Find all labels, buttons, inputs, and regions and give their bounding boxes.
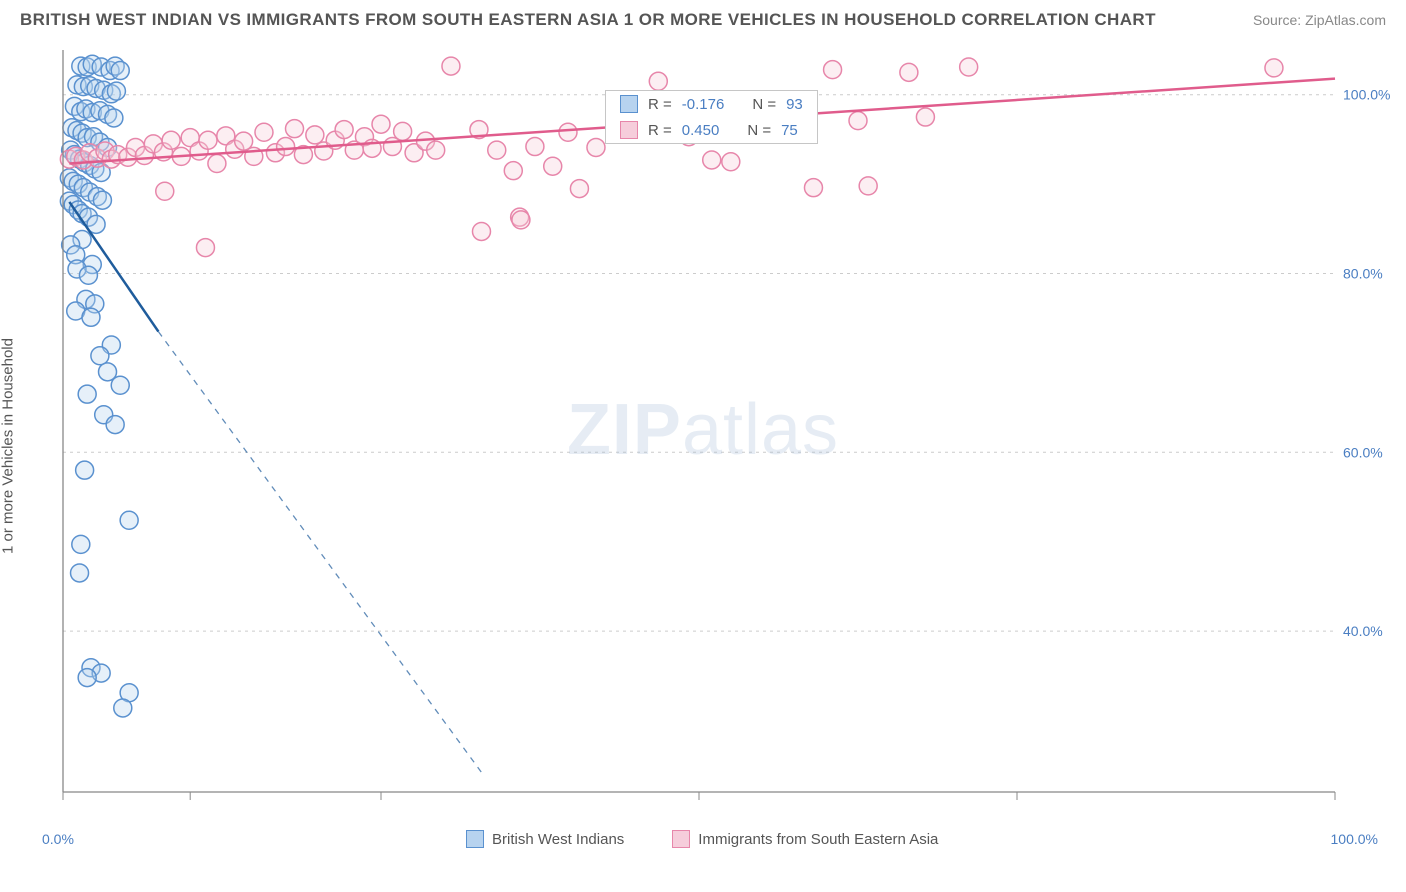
legend-item-series-2: Immigrants from South Eastern Asia xyxy=(672,830,938,848)
legend-label-2: Immigrants from South Eastern Asia xyxy=(698,831,938,848)
svg-text:40.0%: 40.0% xyxy=(1343,623,1383,639)
bottom-legend: 0.0% British West Indians Immigrants fro… xyxy=(0,828,1406,856)
chart-source: Source: ZipAtlas.com xyxy=(1253,12,1386,28)
correlation-legend-row: R =0.450N =75 xyxy=(606,117,817,143)
scatter-plot: 40.0% 60.0% 80.0% 100.0% xyxy=(45,36,1395,856)
svg-text:60.0%: 60.0% xyxy=(1343,444,1383,460)
chart-header: BRITISH WEST INDIAN VS IMMIGRANTS FROM S… xyxy=(0,0,1406,36)
svg-text:100.0%: 100.0% xyxy=(1343,87,1390,103)
legend-swatch-1 xyxy=(466,830,484,848)
x-axis-max-label: 100.0% xyxy=(1331,831,1378,847)
correlation-legend-row: R =-0.176N =93 xyxy=(606,91,817,117)
y-axis-label: 1 or more Vehicles in Household xyxy=(0,338,17,554)
legend-item-series-1: British West Indians xyxy=(466,830,624,848)
legend-label-1: British West Indians xyxy=(492,831,624,848)
series-legend: British West Indians Immigrants from Sou… xyxy=(466,830,938,848)
x-axis-min-label: 0.0% xyxy=(42,831,74,847)
legend-swatch-2 xyxy=(672,830,690,848)
chart-area: 1 or more Vehicles in Household 40.0% 60.… xyxy=(0,36,1406,856)
chart-title: BRITISH WEST INDIAN VS IMMIGRANTS FROM S… xyxy=(20,10,1156,30)
svg-text:80.0%: 80.0% xyxy=(1343,265,1383,281)
correlation-legend: R =-0.176N =93R =0.450N =75 xyxy=(605,90,818,144)
